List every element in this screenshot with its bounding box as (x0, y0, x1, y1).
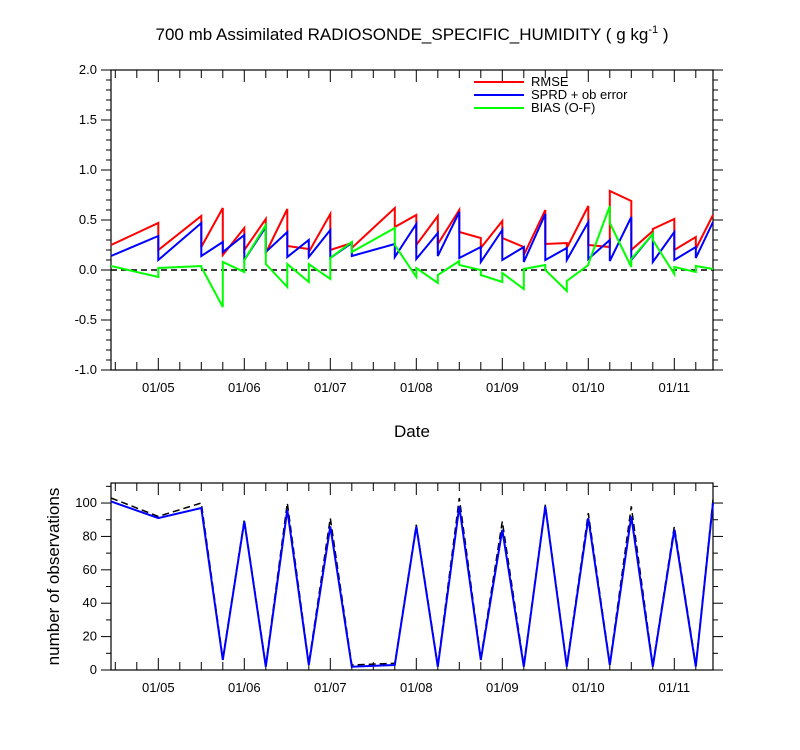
top-y-ticks: -1.0 -0.5 0.0 0.5 1.0 1.5 2.0 (75, 62, 723, 377)
x-tick-label: 01/07 (314, 680, 347, 695)
bottom-series (110, 497, 714, 668)
y-tick-label: 2.0 (79, 62, 97, 77)
legend-label: RMSE (531, 74, 569, 89)
x-tick-label: 01/11 (659, 380, 691, 395)
chart-title: 700 mb Assimilated RADIOSONDE_SPECIFIC_H… (156, 24, 669, 44)
x-tick-label: 01/06 (228, 680, 261, 695)
y-tick-label: -0.5 (75, 312, 97, 327)
bottom-y-ticks: 0 20 40 60 80 100 (75, 485, 723, 677)
y-tick-label: 100 (75, 495, 97, 510)
x-tick-label: 01/06 (228, 380, 261, 395)
x-tick-label: 01/05 (142, 380, 175, 395)
y-tick-label: 0.0 (79, 262, 97, 277)
bottom-plot-frame (110, 482, 714, 671)
rmse-line (110, 189, 714, 258)
y-tick-label: 0 (90, 662, 97, 677)
legend-label: BIAS (O-F) (531, 100, 595, 115)
y-tick-label: 20 (83, 629, 97, 644)
x-tick-label: 01/09 (486, 380, 519, 395)
x-tick-label: 01/09 (486, 680, 519, 695)
top-x-ticks: 01/05 01/06 01/07 01/08 01/09 01/10 01/11 (114, 70, 697, 395)
y-tick-label: 80 (83, 528, 97, 543)
y-tick-label: 60 (83, 562, 97, 577)
x-tick-label: 01/10 (572, 380, 605, 395)
assimilated-line (110, 500, 714, 668)
y-tick-label: 0.5 (79, 212, 97, 227)
y-tick-label: -1.0 (75, 362, 97, 377)
y-tick-label: 1.0 (79, 162, 97, 177)
y-tick-label: 40 (83, 595, 97, 610)
x-tick-label: 01/07 (314, 380, 347, 395)
x-tick-label: 01/08 (400, 680, 433, 695)
bias-o-f-line (110, 205, 714, 308)
x-tick-label: 01/11 (659, 680, 691, 695)
top-panel: 01/05 01/06 01/07 01/08 01/09 01/10 01/11-1.0-… (75, 62, 723, 441)
x-tick-label: 01/10 (572, 680, 605, 695)
top-x-axis-label: Date (394, 422, 430, 441)
y-tick-label: 1.5 (79, 112, 97, 127)
bottom-panel: 01/05 01/06 01/07 01/08 01/09 01/10 01/11 0 20 40… (44, 482, 723, 695)
bottom-y-axis-label: number of observations (44, 488, 63, 666)
legend-label: SPRD + ob error (531, 87, 628, 102)
x-tick-label: 01/08 (400, 380, 433, 395)
top-series (110, 189, 714, 308)
x-tick-label: 01/05 (142, 680, 175, 695)
